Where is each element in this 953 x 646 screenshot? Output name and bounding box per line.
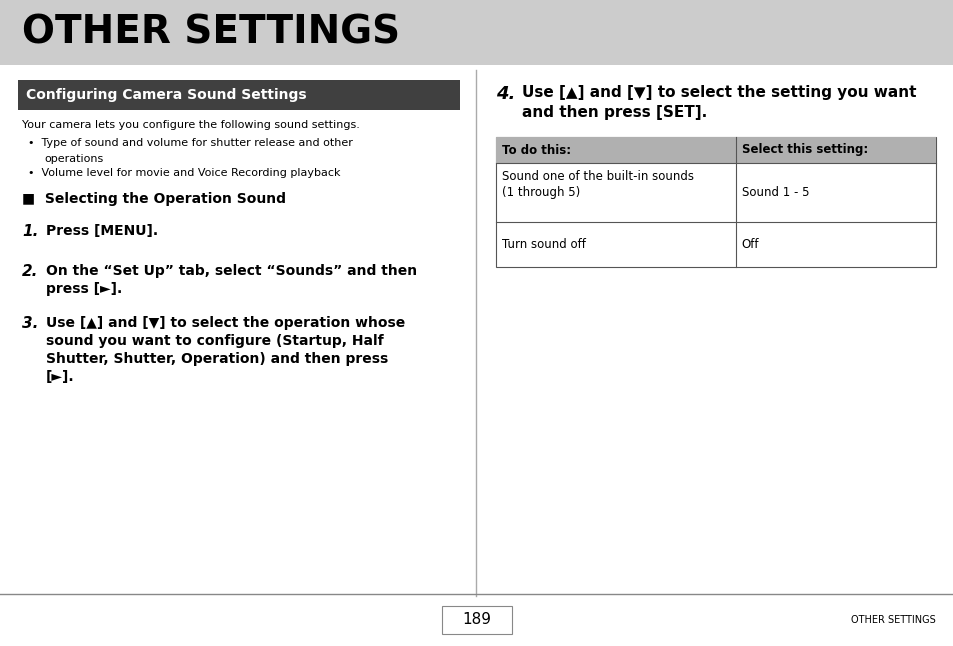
Text: sound you want to configure (Startup, Half: sound you want to configure (Startup, Ha…	[46, 334, 383, 348]
Text: To do this:: To do this:	[501, 143, 571, 156]
Text: Sound 1 - 5: Sound 1 - 5	[741, 186, 808, 199]
Text: Use [▲] and [▼] to select the operation whose: Use [▲] and [▼] to select the operation …	[46, 316, 405, 330]
Text: (1 through 5): (1 through 5)	[501, 186, 579, 199]
Text: 1.: 1.	[22, 224, 38, 239]
Bar	[0, 0, 953, 65]
Text: 189: 189	[462, 612, 491, 627]
Text: Select this setting:: Select this setting:	[741, 143, 867, 156]
Text: Configuring Camera Sound Settings: Configuring Camera Sound Settings	[26, 88, 306, 102]
Text: press [►].: press [►].	[46, 282, 122, 296]
Text: Sound one of the built-in sounds: Sound one of the built-in sounds	[501, 170, 693, 183]
Text: Use [▲] and [▼] to select the setting you want: Use [▲] and [▼] to select the setting yo…	[521, 85, 916, 100]
Text: On the “Set Up” tab, select “Sounds” and then: On the “Set Up” tab, select “Sounds” and…	[46, 264, 416, 278]
Text: OTHER SETTINGS: OTHER SETTINGS	[22, 14, 399, 52]
Text: Turn sound off: Turn sound off	[501, 238, 585, 251]
Text: ■  Selecting the Operation Sound: ■ Selecting the Operation Sound	[22, 192, 286, 206]
Text: •  Type of sound and volume for shutter release and other: • Type of sound and volume for shutter r…	[28, 138, 353, 148]
Bar	[441, 606, 512, 634]
Text: [►].: [►].	[46, 370, 74, 384]
Text: Off: Off	[741, 238, 759, 251]
Text: Press [MENU].: Press [MENU].	[46, 224, 158, 238]
Bar	[496, 137, 935, 163]
Text: •  Volume level for movie and Voice Recording playback: • Volume level for movie and Voice Recor…	[28, 168, 340, 178]
Text: 4.: 4.	[496, 85, 515, 103]
Text: Your camera lets you configure the following sound settings.: Your camera lets you configure the follo…	[22, 120, 359, 130]
Bar	[18, 80, 459, 110]
Text: Shutter, Shutter, Operation) and then press: Shutter, Shutter, Operation) and then pr…	[46, 352, 388, 366]
Text: 3.: 3.	[22, 316, 38, 331]
Text: 2.: 2.	[22, 264, 38, 279]
Text: operations: operations	[44, 154, 103, 164]
Text: and then press [SET].: and then press [SET].	[521, 105, 706, 120]
Text: OTHER SETTINGS: OTHER SETTINGS	[850, 615, 935, 625]
Bar	[496, 137, 935, 267]
